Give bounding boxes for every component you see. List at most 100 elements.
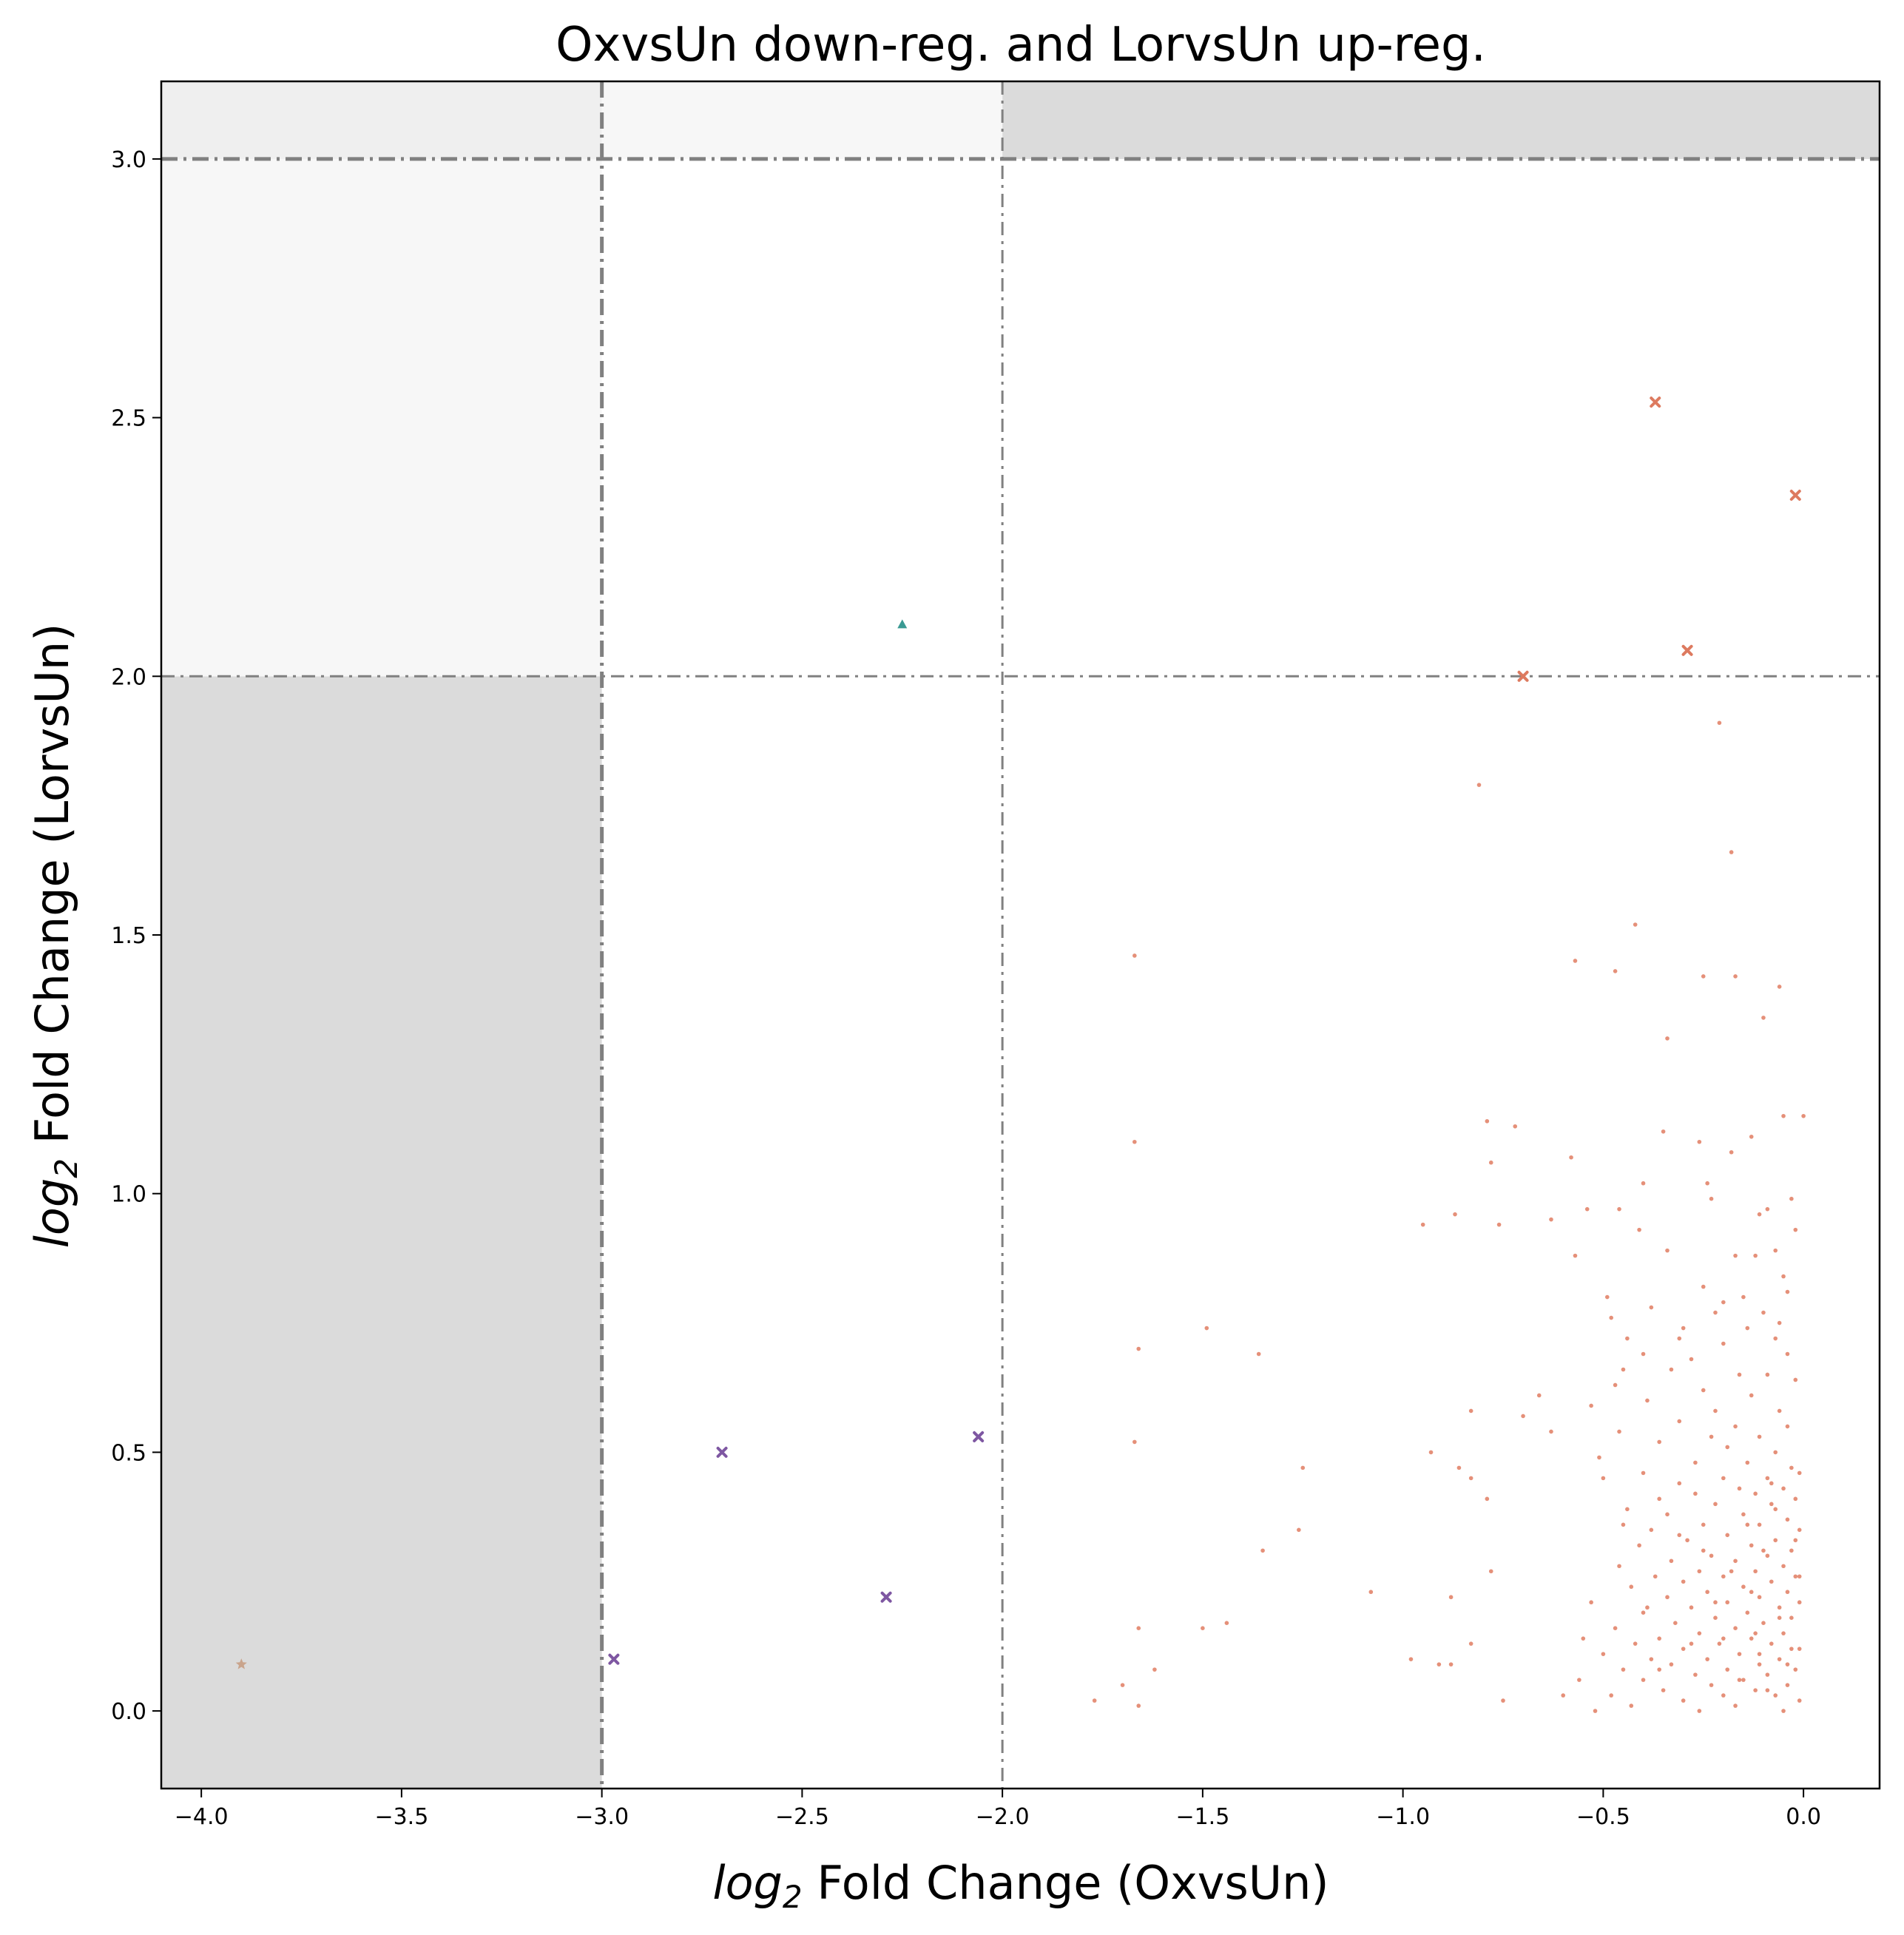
data-point xyxy=(1136,1346,1141,1351)
data-point xyxy=(1689,1357,1694,1362)
data-point-x-marker xyxy=(1681,644,1693,656)
data-point xyxy=(1721,1341,1726,1346)
data-point xyxy=(1573,1253,1578,1258)
data-point xyxy=(1721,1476,1726,1481)
data-point xyxy=(1797,1698,1802,1703)
data-point xyxy=(1753,1569,1758,1574)
data-point xyxy=(1757,1212,1762,1217)
y-tick-label: 1.0 xyxy=(111,1182,146,1208)
data-point xyxy=(1789,1647,1794,1651)
data-point xyxy=(1428,1450,1434,1455)
data-point xyxy=(1581,1636,1586,1641)
data-point xyxy=(1753,1253,1758,1258)
data-point xyxy=(1645,1605,1650,1610)
data-point xyxy=(1577,1678,1581,1682)
data-point xyxy=(1757,1662,1762,1666)
data-point xyxy=(1561,1693,1566,1698)
data-point-x-marker xyxy=(608,1653,620,1665)
data-point xyxy=(1621,1522,1626,1527)
data-point xyxy=(1641,1470,1646,1476)
data-point xyxy=(1797,1647,1802,1651)
x-tick-label: 0.0 xyxy=(1786,1804,1821,1830)
data-point xyxy=(1729,1149,1734,1155)
data-point xyxy=(1453,1212,1457,1217)
data-point xyxy=(1773,1538,1778,1543)
data-point xyxy=(1625,1336,1630,1341)
data-point xyxy=(1136,1703,1141,1708)
x-axis-label-text: Fold Change (OxvsUn) xyxy=(803,1856,1329,1910)
x-tick-label: −3.0 xyxy=(575,1804,629,1830)
data-point xyxy=(1749,1590,1754,1595)
data-point xyxy=(1488,1569,1493,1574)
data-point xyxy=(1697,1631,1702,1635)
data-point xyxy=(1501,1698,1505,1703)
data-point-x-marker xyxy=(716,1446,728,1458)
data-point xyxy=(1745,1522,1750,1527)
data-point xyxy=(1773,1507,1778,1512)
data-point xyxy=(1757,1652,1762,1656)
data-point xyxy=(1132,1139,1137,1144)
data-point xyxy=(1793,1538,1798,1543)
data-point xyxy=(1777,1657,1782,1661)
data-point xyxy=(1797,1470,1802,1476)
data-point xyxy=(1601,1476,1606,1481)
data-point xyxy=(1793,1227,1798,1232)
data-point xyxy=(1633,922,1638,927)
y-tick-label: 3.0 xyxy=(111,147,146,173)
data-point xyxy=(1589,1600,1593,1605)
data-point xyxy=(1549,1217,1553,1222)
data-point xyxy=(1677,1481,1682,1486)
data-point xyxy=(1609,1693,1614,1698)
data-point xyxy=(1132,1439,1137,1445)
data-point xyxy=(1741,1512,1746,1517)
x-tick-label: −3.5 xyxy=(374,1804,428,1830)
data-point xyxy=(1721,1574,1726,1579)
data-points xyxy=(235,396,1806,1713)
data-point xyxy=(1549,1429,1553,1434)
data-point xyxy=(1745,1610,1750,1615)
data-point xyxy=(1749,1393,1754,1398)
data-point xyxy=(1476,783,1482,787)
x-tick-label: −2.5 xyxy=(775,1804,829,1830)
x-tick-label: −1.5 xyxy=(1175,1804,1229,1830)
data-point xyxy=(1793,1496,1798,1502)
data-point xyxy=(1761,1621,1766,1625)
data-point xyxy=(1613,1626,1618,1630)
data-point xyxy=(1300,1465,1306,1470)
y-tick-label: 2.5 xyxy=(111,406,146,432)
data-point xyxy=(1781,1113,1786,1118)
y-axis-label-log: log xyxy=(25,1178,79,1249)
data-point xyxy=(1437,1662,1442,1666)
data-point xyxy=(1705,1181,1709,1186)
data-point xyxy=(1697,1569,1702,1574)
data-point xyxy=(1789,1548,1794,1553)
data-point xyxy=(1657,1667,1661,1672)
data-point xyxy=(1297,1527,1301,1533)
data-point xyxy=(1745,1326,1750,1331)
data-point xyxy=(1801,1113,1806,1118)
data-point xyxy=(1785,1289,1790,1294)
data-point xyxy=(1793,1377,1798,1382)
data-point xyxy=(1629,1584,1634,1590)
data-point xyxy=(1701,974,1706,979)
data-point-x-marker xyxy=(1789,490,1801,502)
data-point xyxy=(1717,1641,1722,1646)
data-point xyxy=(1609,1315,1614,1320)
data-point xyxy=(1757,1434,1762,1439)
data-point xyxy=(1132,953,1137,958)
data-point xyxy=(1705,1657,1709,1661)
data-point xyxy=(1693,1460,1698,1465)
data-point xyxy=(1665,1512,1670,1517)
data-point xyxy=(1488,1160,1493,1165)
data-point xyxy=(1785,1683,1790,1687)
data-point xyxy=(1781,1709,1786,1713)
data-point xyxy=(1649,1527,1654,1533)
data-point xyxy=(1785,1590,1790,1595)
data-point xyxy=(1693,1672,1698,1677)
data-point xyxy=(1761,1016,1766,1020)
data-point xyxy=(1781,1274,1786,1279)
data-point xyxy=(1661,1688,1666,1692)
data-point xyxy=(1120,1683,1125,1687)
data-point xyxy=(1681,1647,1686,1651)
data-point xyxy=(1485,1496,1490,1502)
